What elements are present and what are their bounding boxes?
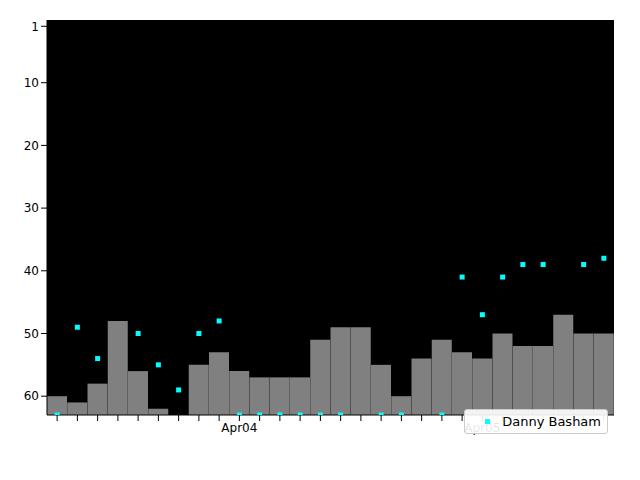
svg-text:1: 1 [31,20,39,34]
svg-text:50: 50 [24,327,39,341]
svg-text:30: 30 [24,201,39,215]
svg-text:40: 40 [24,264,39,278]
svg-text:Apr04: Apr04 [221,421,257,435]
html-text:Danny Basham: Danny Basham [502,414,601,429]
svg-text:10: 10 [24,76,39,90]
svg-text:20: 20 [24,139,39,153]
svg-text:60: 60 [24,389,39,403]
svg-text:Apr05: Apr05 [464,421,500,435]
